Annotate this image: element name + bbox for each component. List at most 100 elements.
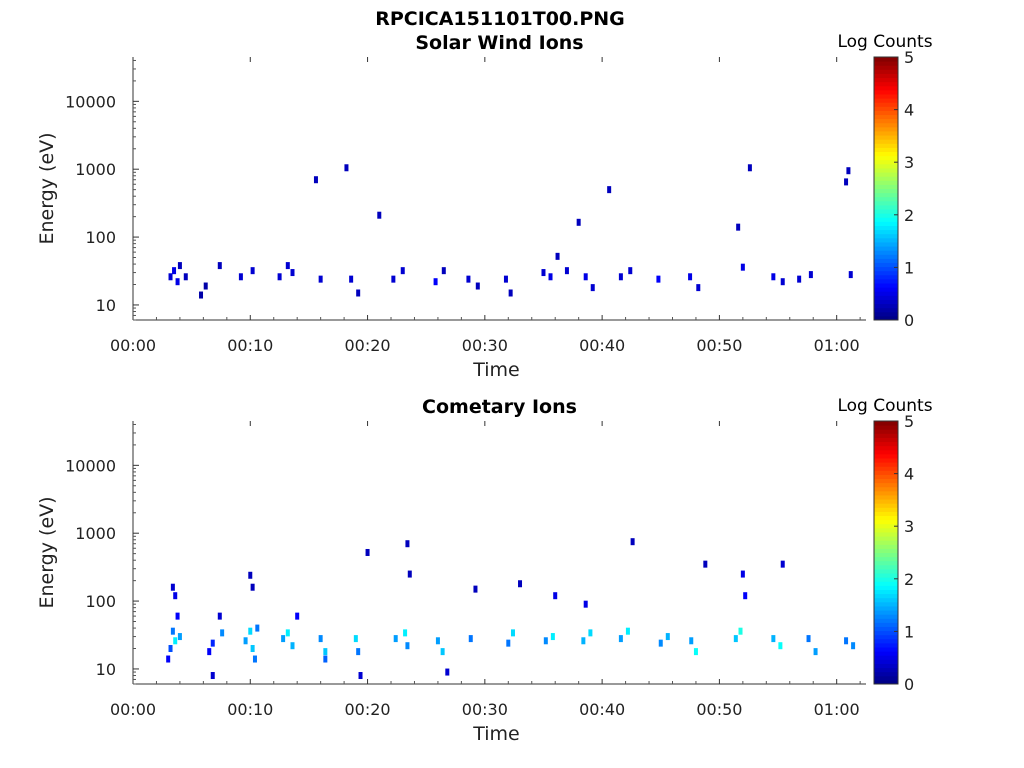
p1-data-cell xyxy=(658,639,663,647)
p0-data-cell xyxy=(217,262,222,270)
p0-colorbar-label: Log Counts xyxy=(837,32,932,52)
p1-data-cell xyxy=(168,645,173,653)
p1-colorbar-tick-label: 0 xyxy=(904,675,914,694)
p1-data-cell xyxy=(210,639,215,647)
p1-colorbar-step xyxy=(874,659,898,664)
p0-colorbar-step xyxy=(874,237,898,243)
p0-colorbar-step xyxy=(874,98,898,103)
p0-colorbar-step xyxy=(874,102,898,107)
p0-colorbar-tick-label: 5 xyxy=(904,48,914,67)
p0-data-cell xyxy=(628,267,633,275)
p1-colorbar-step xyxy=(874,552,898,558)
figure-title: RPCICA151101T00.PNG xyxy=(375,8,625,30)
p1-plot-area xyxy=(133,421,866,684)
p0-colorbar-step xyxy=(874,85,898,91)
p1-colorbar-step xyxy=(874,581,898,586)
p0-data-cell xyxy=(313,176,318,184)
p0-data-cell xyxy=(508,289,513,297)
p1-x-tick-label: 00:50 xyxy=(696,700,742,719)
p1-colorbar-step xyxy=(874,667,898,673)
p1-data-cell xyxy=(177,633,182,641)
p0-data-cell xyxy=(433,278,438,286)
p0-colorbar-step xyxy=(874,159,898,165)
p1-data-cell xyxy=(255,624,260,632)
p0-colorbar-step xyxy=(874,167,898,173)
p1-data-cell xyxy=(583,600,588,608)
p1-data-cell xyxy=(473,585,478,593)
p0-data-cell xyxy=(349,275,354,283)
p0-colorbar-step xyxy=(874,209,898,214)
p1-y-tick-label: 100 xyxy=(85,592,116,611)
p1-data-cell xyxy=(405,642,410,650)
p0-data-cell xyxy=(238,273,243,281)
p0-data-cell xyxy=(618,273,623,281)
p0-colorbar-step xyxy=(874,81,898,87)
p1-colorbar-step xyxy=(874,425,898,430)
p1-data-cell xyxy=(851,642,856,650)
p1-colorbar-step xyxy=(874,679,898,685)
p1-colorbar-step xyxy=(874,429,898,434)
p0-data-cell xyxy=(172,267,177,275)
p1-colorbar-step xyxy=(874,507,898,512)
p1-data-cell xyxy=(405,540,410,548)
p0-data-cell xyxy=(285,262,290,270)
p1-data-cell xyxy=(295,612,300,620)
p1-colorbar-step xyxy=(874,618,898,623)
p1-data-cell xyxy=(738,627,743,635)
p1-colorbar-step xyxy=(874,626,898,632)
p1-colorbar-step xyxy=(874,655,898,660)
p1-colorbar-step xyxy=(874,568,898,574)
p1-colorbar-step xyxy=(874,531,898,537)
p1-colorbar-step xyxy=(874,503,898,508)
p1-data-cell xyxy=(248,627,253,635)
p1-data-cell xyxy=(250,583,255,591)
p0-colorbar-step xyxy=(874,295,898,300)
p1-colorbar-step xyxy=(874,651,898,656)
p0-colorbar-step xyxy=(874,241,898,247)
p1-data-cell xyxy=(806,635,811,643)
p1-data-cell xyxy=(778,642,783,650)
p0-colorbar-step xyxy=(874,106,898,111)
p1-data-cell xyxy=(170,627,175,635)
p1-colorbar-step xyxy=(874,536,898,541)
p0-colorbar-step xyxy=(874,163,898,169)
p1-colorbar-step xyxy=(874,573,898,578)
p1-data-cell xyxy=(175,612,180,620)
p0-colorbar-step xyxy=(874,213,898,218)
p1-data-cell xyxy=(281,635,286,643)
p0-colorbar-tick-label: 4 xyxy=(904,101,914,120)
p1-data-cell xyxy=(468,635,473,643)
p1-data-cell xyxy=(323,648,328,656)
p1-colorbar-step xyxy=(874,515,898,521)
p1-colorbar-step xyxy=(874,519,898,525)
p1-colorbar-tick-label: 5 xyxy=(904,412,914,431)
p0-x-tick-label: 00:10 xyxy=(227,336,273,355)
p1-colorbar-step xyxy=(874,614,898,619)
p0-data-cell xyxy=(564,267,569,275)
p0-data-cell xyxy=(177,262,182,270)
p1-data-cell xyxy=(207,648,212,656)
p0-colorbar-tick-label: 1 xyxy=(904,258,914,277)
p0-y-tick-label: 100 xyxy=(85,228,116,247)
p0-data-cell xyxy=(844,178,849,186)
p1-colorbar-step xyxy=(874,597,898,603)
p0-colorbar-step xyxy=(874,221,898,226)
p1-x-tick-label: 00:20 xyxy=(345,700,391,719)
p1-colorbar-step xyxy=(874,638,898,644)
p1-colorbar-tick-label: 4 xyxy=(904,465,914,484)
p0-panel-title: Solar Wind Ions xyxy=(415,32,583,54)
p1-colorbar-step xyxy=(874,482,898,488)
p0-colorbar-step xyxy=(874,200,898,206)
p0-data-cell xyxy=(356,289,361,297)
p1-data-cell xyxy=(353,635,358,643)
p1-colorbar-step xyxy=(874,663,898,669)
p0-colorbar-step xyxy=(874,315,898,321)
p0-colorbar-step xyxy=(874,176,898,181)
p0-colorbar-step xyxy=(874,225,898,231)
p0-colorbar-tick-label: 3 xyxy=(904,153,914,172)
p0-colorbar-step xyxy=(874,73,898,79)
p1-data-cell xyxy=(813,648,818,656)
p1-data-cell xyxy=(435,637,440,645)
p1-data-cell xyxy=(403,629,408,637)
p0-x-tick-label: 00:20 xyxy=(345,336,391,355)
